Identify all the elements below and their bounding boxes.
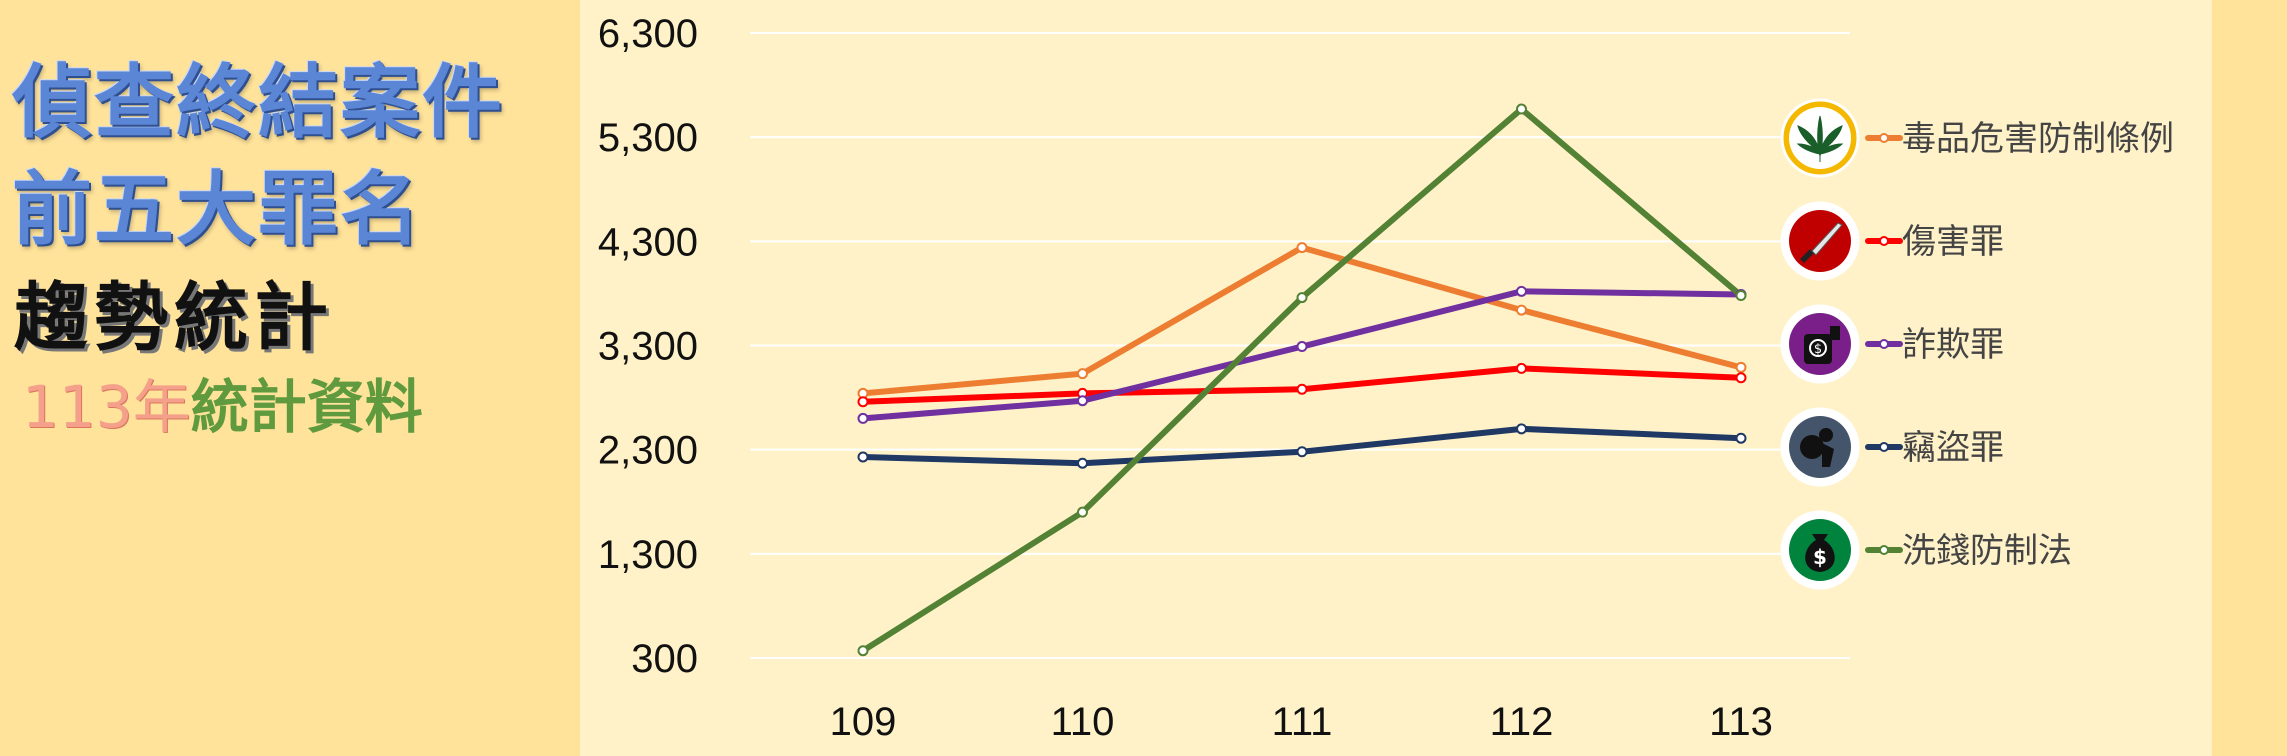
data-point — [1296, 341, 1308, 353]
legend-swatch-marker — [1879, 545, 1889, 555]
y-axis-ticks: 300 1,300 2,300 3,300 4,300 5,300 6,300 — [598, 12, 698, 681]
coin-ring — [1809, 339, 1827, 357]
data-point — [1735, 432, 1747, 444]
subtitle-year: 113年 — [22, 373, 191, 441]
dollar-bag-icon: $ — [1805, 534, 1835, 572]
y-tick-label: 1,300 — [598, 533, 698, 577]
knife-icon — [1800, 222, 1843, 263]
data-point — [1735, 361, 1747, 373]
data-point — [1735, 372, 1747, 384]
legend-label: 竊盜罪 — [1902, 428, 2004, 468]
y-tick-label: 6,300 — [598, 12, 698, 56]
legend-item: 毒品危害防制條例 — [1780, 98, 2174, 178]
money-bag-fraud-icon: $ — [1804, 326, 1840, 364]
chart-panel: 300 1,300 2,300 3,300 4,300 5,300 6,300 109 110… — [580, 0, 2212, 756]
data-point — [1077, 368, 1088, 380]
bag-shape — [1805, 534, 1835, 572]
title-line-2: 前五大罪名 — [12, 163, 422, 256]
x-tick-label: 113 — [1709, 700, 1773, 744]
data-point — [1296, 292, 1308, 304]
thief-icon — [1800, 428, 1834, 467]
y-tick-label: 5,300 — [598, 116, 698, 160]
dollar-sign: $ — [1814, 342, 1822, 357]
data-point — [1516, 285, 1527, 297]
x-tick-label: 109 — [830, 700, 897, 744]
data-point — [857, 645, 869, 657]
title-line-3: 趨勢統計 — [14, 275, 334, 361]
data-point — [1516, 362, 1527, 374]
thief-head — [1819, 428, 1833, 442]
legend-label: 傷害罪 — [1902, 222, 2004, 262]
data-point — [1735, 290, 1747, 301]
right-margin-strip — [2212, 0, 2287, 756]
title-panel: 偵查終結案件 前五大罪名 趨勢統計 113年統計資料 — [0, 0, 580, 756]
data-point — [857, 396, 869, 408]
data-point — [1077, 506, 1088, 518]
data-point — [1516, 103, 1527, 115]
legend-item: 竊盜罪 — [1780, 407, 2004, 487]
x-axis-ticks: 109 110 111 112 113 — [830, 700, 1773, 744]
x-tick-label: 112 — [1490, 700, 1554, 744]
subtitle: 113年統計資料 — [22, 360, 423, 444]
data-point — [1077, 457, 1088, 469]
data-point — [1516, 304, 1527, 316]
legend-item: $ 詐欺罪 — [1780, 304, 2004, 384]
series-lines — [857, 103, 1747, 657]
y-tick-label: 2,300 — [598, 429, 698, 473]
legend-item: $ 洗錢防制法 — [1780, 510, 2072, 590]
data-point — [857, 412, 869, 424]
data-point — [1296, 242, 1308, 254]
x-tick-label: 111 — [1272, 700, 1333, 744]
dollar-sign: $ — [1813, 545, 1827, 569]
y-tick-label: 3,300 — [598, 325, 698, 369]
legend-label: 詐欺罪 — [1902, 325, 2004, 365]
legend-swatch-marker — [1879, 133, 1889, 143]
knife-blade — [1811, 222, 1843, 256]
x-tick-label: 110 — [1051, 700, 1115, 744]
legend-icon-bg — [1789, 210, 1851, 272]
bag-handle — [1830, 326, 1840, 340]
legend-swatch-marker — [1879, 236, 1889, 246]
series-line — [860, 425, 1744, 467]
legend-swatch-marker — [1879, 339, 1889, 349]
legend-label: 洗錢防制法 — [1902, 531, 2072, 571]
subtitle-text: 統計資料 — [190, 373, 423, 441]
data-point — [1077, 395, 1088, 407]
loot-sack — [1800, 435, 1824, 459]
data-point — [1296, 446, 1308, 458]
y-tick-label: 4,300 — [598, 220, 698, 264]
legend-swatch-marker — [1879, 442, 1889, 452]
title-line-1: 偵查終結案件 — [12, 56, 504, 149]
cannabis-leaf-icon — [1796, 115, 1844, 162]
y-tick-label: 300 — [631, 637, 698, 681]
data-point — [857, 451, 869, 463]
knife-handle — [1800, 249, 1814, 263]
legend-label: 毒品危害防制條例 — [1902, 119, 2174, 159]
data-point — [1296, 383, 1308, 395]
legend-item: 傷害罪 — [1780, 201, 2004, 281]
data-point — [1516, 423, 1527, 435]
thief-body — [1822, 443, 1834, 467]
cannabis-leaf-shape — [1796, 115, 1844, 162]
line-chart: 300 1,300 2,300 3,300 4,300 5,300 6,300 109 110… — [598, 12, 2174, 744]
bag-body — [1804, 334, 1832, 364]
